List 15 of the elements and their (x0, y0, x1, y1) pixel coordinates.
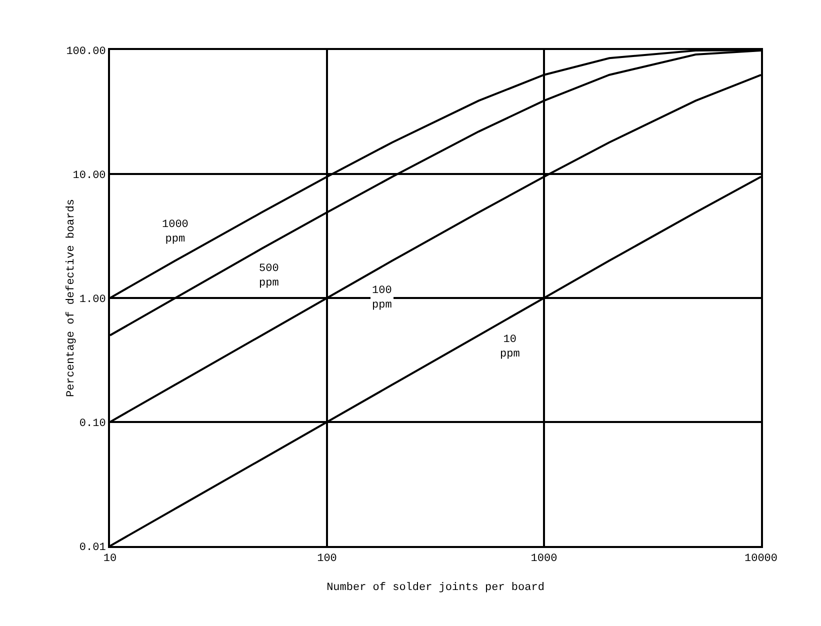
y-axis-title: Percentage of defective boards (65, 198, 78, 398)
y-tick-label: 0.01 (79, 542, 106, 554)
annotation: 100 ppm (372, 285, 392, 312)
annotation: 500 ppm (259, 263, 280, 290)
y-tick-label: 100.00 (66, 46, 106, 58)
x-axis-title: Number of solder joints per board (326, 582, 544, 594)
x-tick-label: 10000 (744, 553, 778, 566)
y-tick-label: 0.10 (79, 418, 106, 430)
annotation: 1000 ppm (162, 219, 188, 246)
x-tick-label: 1000 (530, 553, 558, 566)
x-tick-label: 10 (103, 553, 117, 566)
annotation: 10 ppm (500, 334, 520, 360)
x-tick-label: 100 (317, 553, 337, 566)
y-tick-label: 1.00 (79, 294, 106, 306)
y-tick-label: 10.00 (72, 170, 106, 182)
